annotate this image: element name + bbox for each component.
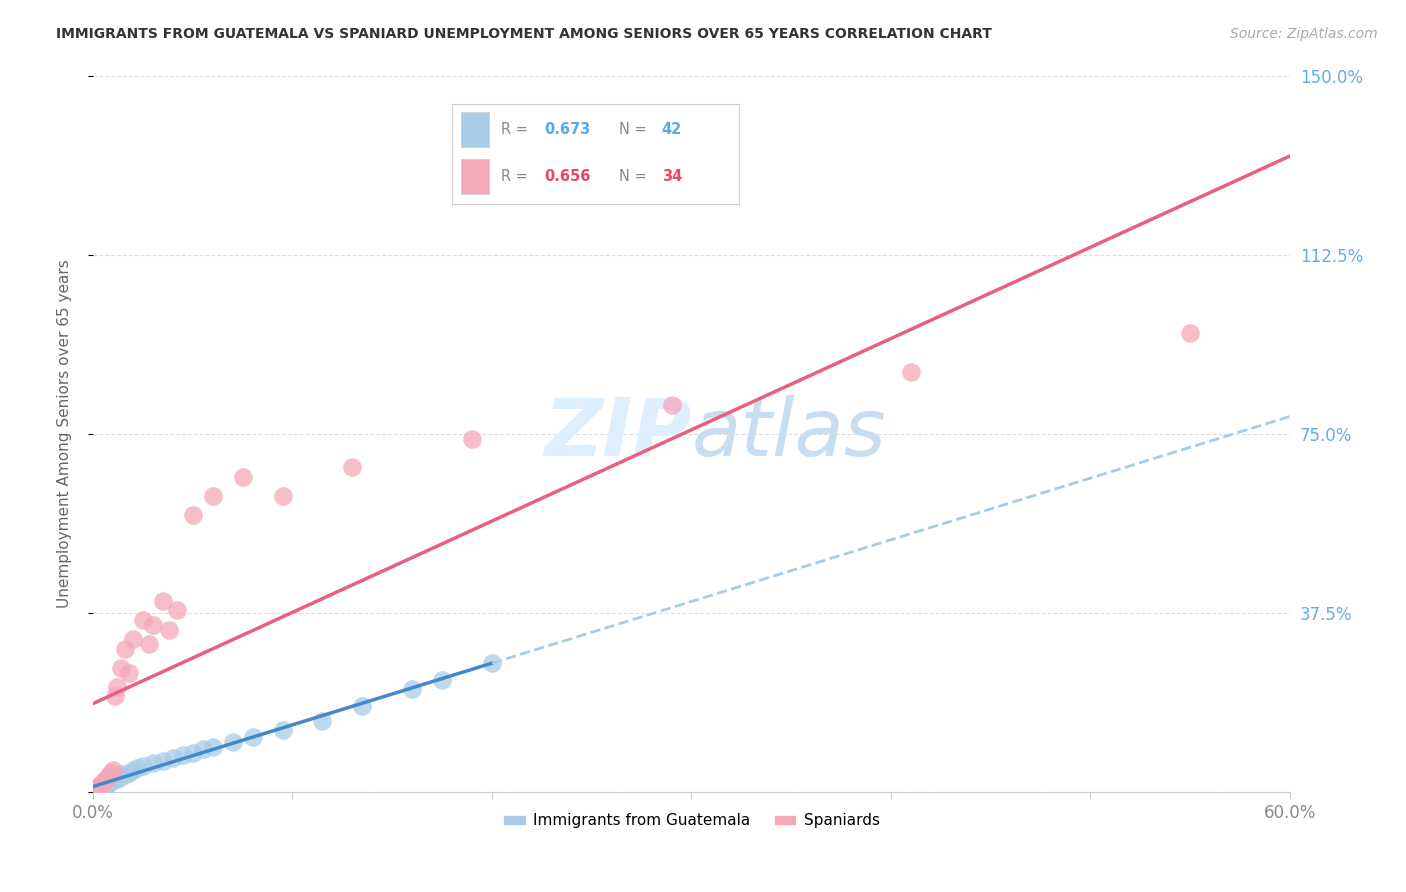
Point xyxy=(96,771,118,785)
Point xyxy=(86,782,108,797)
Point xyxy=(242,730,264,744)
Point xyxy=(110,661,132,675)
Text: ZIP: ZIP xyxy=(544,395,692,473)
Point xyxy=(132,613,155,627)
Point xyxy=(172,747,194,762)
Point xyxy=(201,739,224,754)
Point xyxy=(98,776,121,790)
Point xyxy=(105,770,128,784)
Point xyxy=(114,768,136,782)
Point xyxy=(108,771,131,785)
Point xyxy=(91,780,114,794)
Point xyxy=(122,632,145,647)
Point xyxy=(157,623,180,637)
Point xyxy=(191,742,214,756)
Point xyxy=(114,641,136,656)
Point xyxy=(104,772,127,787)
Point xyxy=(100,765,122,780)
Point xyxy=(87,780,110,794)
Point xyxy=(90,781,112,796)
Point xyxy=(86,780,108,794)
Point xyxy=(900,365,922,379)
Point xyxy=(94,772,117,787)
Point xyxy=(104,690,127,704)
Point xyxy=(352,698,374,713)
Point xyxy=(342,460,364,475)
Point xyxy=(105,680,128,694)
Point xyxy=(661,398,683,412)
Point xyxy=(84,783,107,797)
Point xyxy=(430,673,453,687)
Point xyxy=(125,761,148,775)
Point xyxy=(461,432,484,446)
Point xyxy=(166,603,188,617)
Point xyxy=(311,714,333,729)
Point xyxy=(181,508,204,522)
Point xyxy=(96,775,118,789)
Point xyxy=(98,768,121,782)
Point xyxy=(232,469,254,483)
Point xyxy=(401,682,423,697)
Point xyxy=(84,782,107,797)
Point xyxy=(101,772,124,786)
Point xyxy=(86,781,108,796)
Point xyxy=(91,775,114,789)
Point xyxy=(87,781,110,796)
Point xyxy=(142,756,165,771)
Point xyxy=(201,489,224,503)
Text: Source: ZipAtlas.com: Source: ZipAtlas.com xyxy=(1230,27,1378,41)
Point xyxy=(142,617,165,632)
Point xyxy=(271,723,294,737)
Point xyxy=(221,735,243,749)
Point xyxy=(118,765,141,780)
Point xyxy=(87,779,110,793)
Point xyxy=(152,754,174,768)
Point xyxy=(94,779,117,793)
Point xyxy=(100,774,122,789)
Point xyxy=(162,750,184,764)
Point xyxy=(96,778,118,792)
Point xyxy=(98,772,121,787)
Point xyxy=(84,783,107,797)
Point xyxy=(87,782,110,797)
Point xyxy=(118,665,141,680)
Point xyxy=(90,779,112,793)
Point xyxy=(122,764,145,778)
Legend: Immigrants from Guatemala, Spaniards: Immigrants from Guatemala, Spaniards xyxy=(496,807,886,835)
Text: atlas: atlas xyxy=(692,395,886,473)
Point xyxy=(132,758,155,772)
Point xyxy=(84,782,107,797)
Point xyxy=(101,764,124,778)
Point xyxy=(86,783,108,797)
Point xyxy=(271,489,294,503)
Point xyxy=(90,778,112,792)
Point xyxy=(1178,326,1201,341)
Y-axis label: Unemployment Among Seniors over 65 years: Unemployment Among Seniors over 65 years xyxy=(58,260,72,608)
Point xyxy=(94,776,117,790)
Text: IMMIGRANTS FROM GUATEMALA VS SPANIARD UNEMPLOYMENT AMONG SENIORS OVER 65 YEARS C: IMMIGRANTS FROM GUATEMALA VS SPANIARD UN… xyxy=(56,27,993,41)
Point xyxy=(110,767,132,781)
Point xyxy=(152,594,174,608)
Point xyxy=(181,746,204,760)
Point xyxy=(481,656,503,670)
Point xyxy=(91,778,114,792)
Point xyxy=(138,637,160,651)
